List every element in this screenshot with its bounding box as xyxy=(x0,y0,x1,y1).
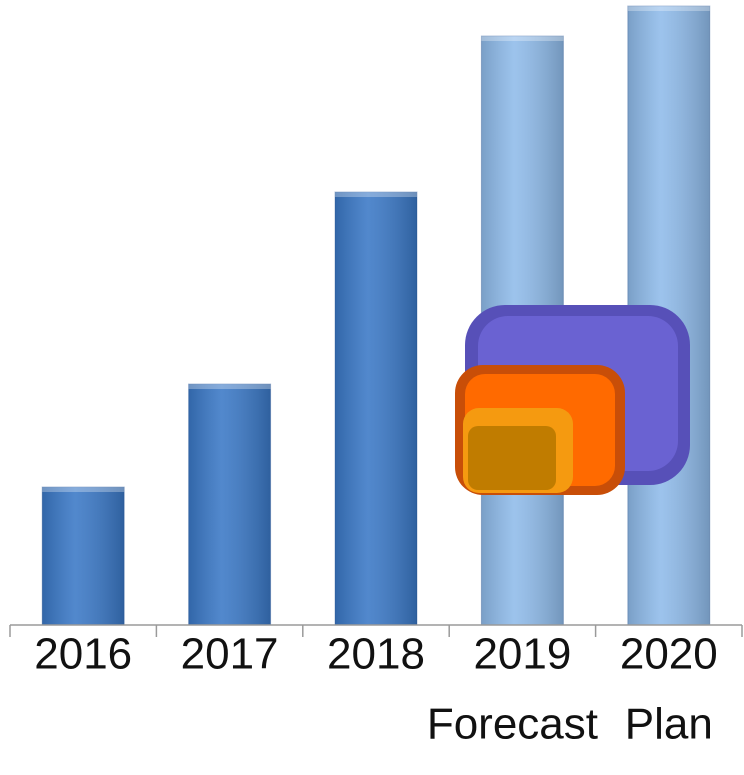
bar-shade xyxy=(188,384,271,625)
bar-cap xyxy=(481,36,564,41)
bar-cap xyxy=(627,6,710,11)
x-tick-label: 2020 xyxy=(620,630,718,679)
x-tick-label: 2018 xyxy=(327,630,425,679)
amber-box-face xyxy=(468,426,556,490)
bar-shade xyxy=(42,487,125,625)
x-tick-label: 2019 xyxy=(473,630,571,679)
category-note: Plan xyxy=(625,700,713,749)
x-tick-label: 2016 xyxy=(34,630,132,679)
category-note: Forecast xyxy=(427,700,598,749)
overlay-graphic xyxy=(455,305,690,495)
bar-cap xyxy=(335,192,417,197)
bar-cap xyxy=(42,487,125,492)
bar-shade xyxy=(335,192,417,625)
x-tick-label: 2017 xyxy=(181,630,279,679)
bar-cap xyxy=(188,384,271,389)
